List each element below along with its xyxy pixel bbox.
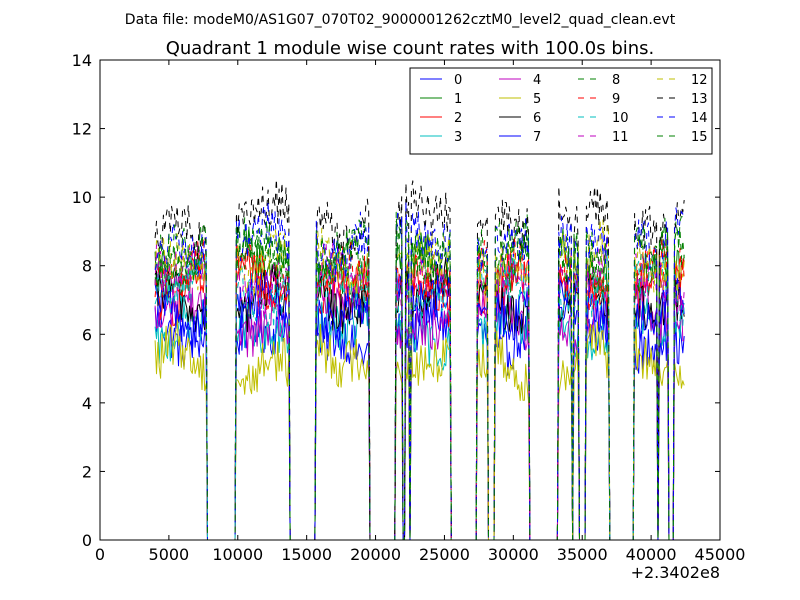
legend-label-6: 6 — [533, 111, 541, 126]
legend-label-5: 5 — [533, 92, 541, 107]
legend-label-10: 10 — [612, 111, 629, 126]
axes: 0 5000 10000 15000 20000 25000 30000 35000 40000… — [72, 51, 746, 564]
y-tick-label: 10 — [72, 188, 92, 207]
legend-label-14: 14 — [691, 111, 708, 126]
series-line-13 — [154, 178, 685, 540]
x-tick-label: 45000 — [695, 545, 746, 564]
y-tick-label: 6 — [82, 325, 92, 344]
x-tick-label: 20000 — [350, 545, 401, 564]
x-tick-label: 10000 — [212, 545, 263, 564]
y-tick-label: 14 — [72, 51, 92, 70]
legend-label-11: 11 — [612, 130, 629, 145]
axes-frame — [99, 59, 721, 541]
figure-suptitle: Data file: modeM0/AS1G07_070T02_90000012… — [125, 12, 676, 28]
legend-label-1: 1 — [454, 92, 462, 107]
series-line-11 — [154, 235, 685, 540]
x-offset-label: +2.3402e8 — [631, 563, 720, 582]
x-tick-label: 25000 — [419, 545, 470, 564]
legend-label-9: 9 — [612, 92, 620, 107]
y-tick-label: 8 — [82, 257, 92, 276]
legend-label-2: 2 — [454, 111, 462, 126]
y-tick-label: 0 — [82, 531, 92, 550]
series-line-12 — [154, 219, 685, 540]
series-line-5 — [154, 318, 685, 540]
chart-title: Quadrant 1 module wise count rates with … — [166, 38, 655, 59]
x-tick-label: 40000 — [626, 545, 677, 564]
x-tick-label: 15000 — [281, 545, 332, 564]
y-tick-label: 12 — [72, 120, 92, 139]
series-line-7 — [154, 265, 685, 540]
legend-label-4: 4 — [533, 73, 541, 88]
legend-label-13: 13 — [691, 92, 708, 107]
legend-label-12: 12 — [691, 73, 708, 88]
legend-label-8: 8 — [612, 73, 620, 88]
series-group — [154, 178, 685, 540]
series-line-1 — [154, 227, 685, 540]
legend-label-7: 7 — [533, 130, 541, 145]
series-line-14 — [154, 200, 685, 540]
y-tick-label: 4 — [82, 394, 92, 413]
legend-label-15: 15 — [691, 130, 708, 145]
x-tick-label: 35000 — [557, 545, 608, 564]
x-tick-label: 0 — [95, 545, 105, 564]
plot-area — [154, 178, 685, 540]
legend-frame — [409, 67, 713, 155]
y-tick-label: 2 — [82, 462, 92, 481]
legend-label-3: 3 — [454, 130, 462, 145]
legend-label-0: 0 — [454, 73, 462, 88]
x-tick-label: 5000 — [149, 545, 190, 564]
x-tick-label: 30000 — [488, 545, 539, 564]
